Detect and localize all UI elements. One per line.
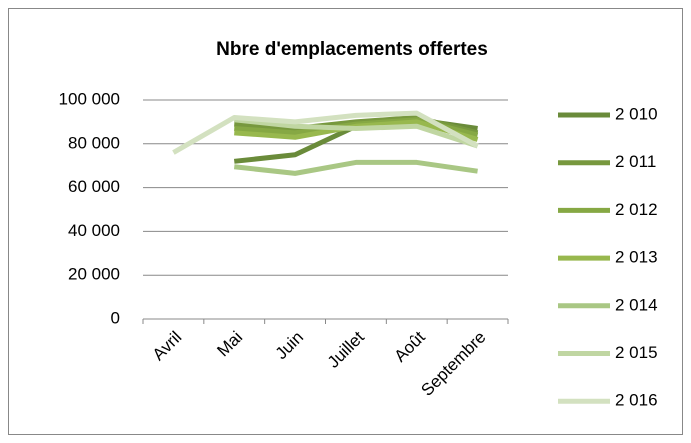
y-tick-label: 40 000: [68, 221, 120, 240]
chart-border: [8, 8, 683, 435]
y-tick-label: 0: [111, 308, 120, 327]
legend-label: 2 012: [615, 200, 658, 219]
series-line: [233, 117, 479, 149]
legend-label: 2 014: [615, 295, 658, 314]
legend-label: 2 010: [615, 104, 658, 123]
y-tick-label: 80 000: [68, 133, 120, 152]
y-tick-label: 60 000: [68, 177, 120, 196]
y-tick-label: 20 000: [68, 265, 120, 284]
legend-label: 2 015: [615, 343, 658, 362]
legend-label: 2 011: [615, 152, 656, 171]
series-line: [233, 159, 478, 176]
series-line: [172, 110, 479, 155]
legend-label: 2 016: [615, 391, 658, 410]
chart-title: Nbre d'emplacements offertes: [216, 39, 488, 60]
legend-label: 2 013: [615, 248, 658, 267]
y-tick-label: 100 000: [59, 89, 120, 108]
